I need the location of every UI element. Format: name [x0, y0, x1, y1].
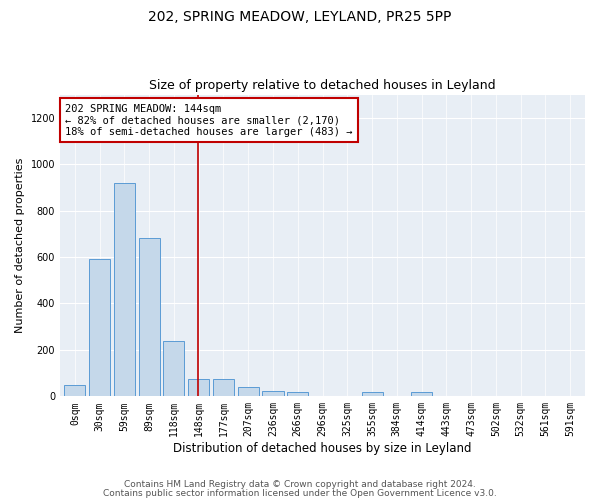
Bar: [163, 340, 184, 396]
Y-axis label: Number of detached properties: Number of detached properties: [15, 158, 25, 333]
Bar: [64, 384, 85, 396]
Bar: [114, 183, 135, 396]
Text: Contains public sector information licensed under the Open Government Licence v3: Contains public sector information licen…: [103, 489, 497, 498]
Text: Contains HM Land Registry data © Crown copyright and database right 2024.: Contains HM Land Registry data © Crown c…: [124, 480, 476, 489]
Bar: [89, 260, 110, 396]
Bar: [262, 390, 284, 396]
X-axis label: Distribution of detached houses by size in Leyland: Distribution of detached houses by size …: [173, 442, 472, 455]
Bar: [238, 387, 259, 396]
Bar: [287, 392, 308, 396]
Bar: [188, 379, 209, 396]
Title: Size of property relative to detached houses in Leyland: Size of property relative to detached ho…: [149, 79, 496, 92]
Bar: [139, 238, 160, 396]
Bar: [213, 379, 234, 396]
Text: 202 SPRING MEADOW: 144sqm
← 82% of detached houses are smaller (2,170)
18% of se: 202 SPRING MEADOW: 144sqm ← 82% of detac…: [65, 104, 353, 137]
Bar: [411, 392, 432, 396]
Bar: [362, 392, 383, 396]
Text: 202, SPRING MEADOW, LEYLAND, PR25 5PP: 202, SPRING MEADOW, LEYLAND, PR25 5PP: [148, 10, 452, 24]
